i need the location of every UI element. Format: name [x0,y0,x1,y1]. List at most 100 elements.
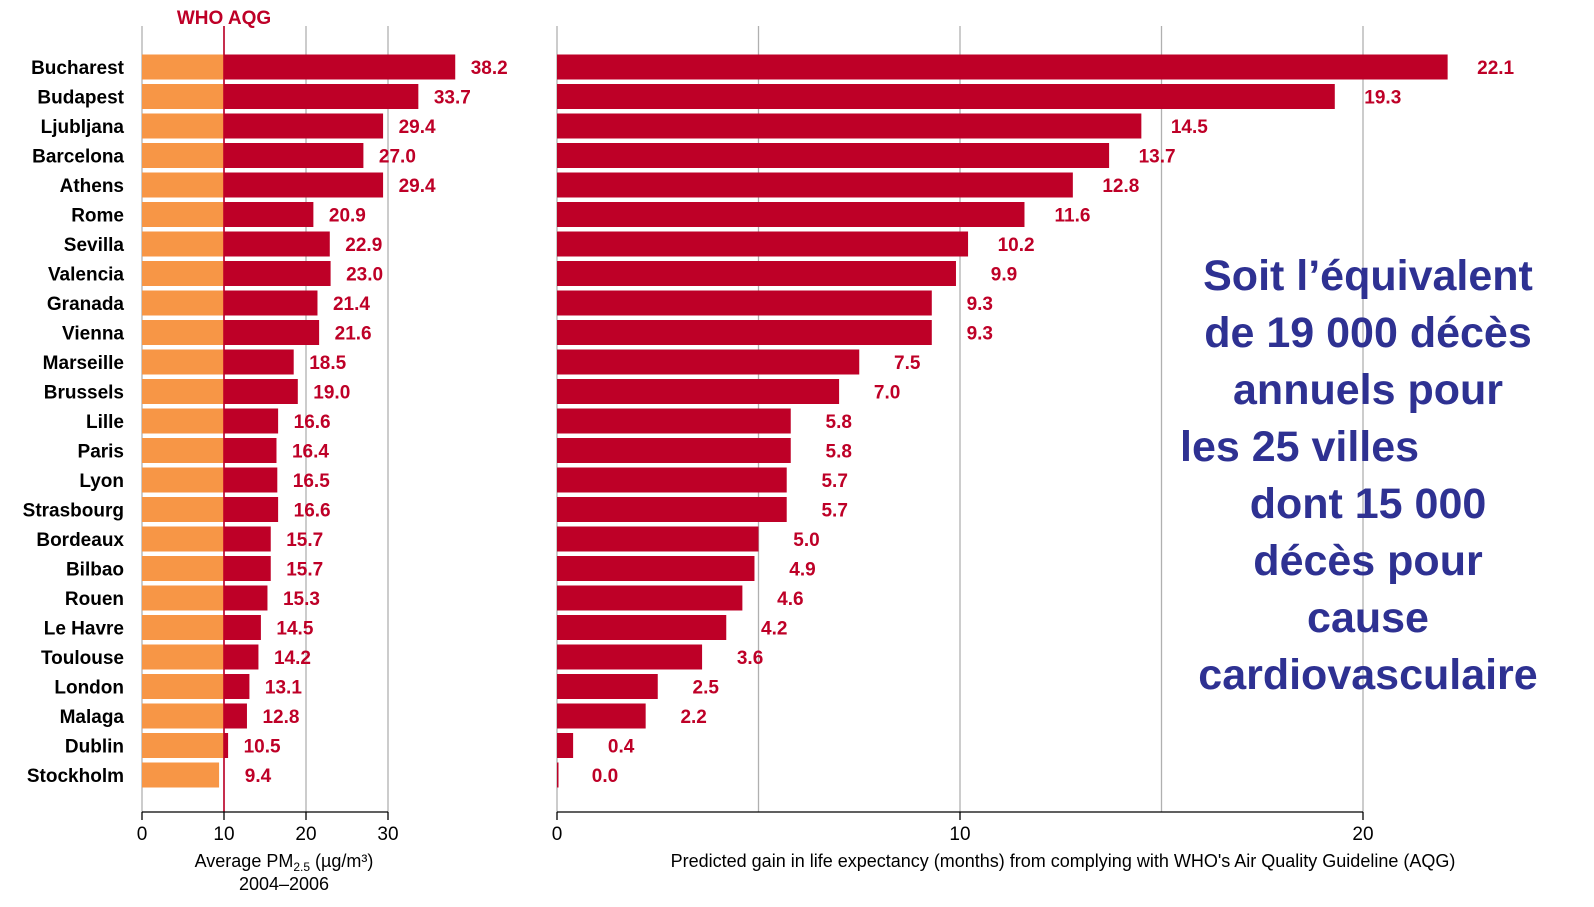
bar-pm25-below-guideline [142,349,224,375]
bar-pm25-below-guideline [142,261,224,286]
x-tick-label-right: 0 [552,824,563,845]
annotation-line: Soit l’équivalent [1203,252,1533,300]
pm25-value-label: 18.5 [309,353,346,374]
bar-pm25-above-guideline [224,497,279,522]
bar-pm25-below-guideline [142,290,224,316]
gain-value-label: 3.6 [737,648,763,669]
annotation-line: les 25 villes [1180,423,1420,471]
gain-value-label: 5.8 [826,442,852,463]
gain-value-label: 4.2 [761,619,787,640]
pm25-value-label: 20.9 [329,206,366,227]
bar-life-expectancy-gain [557,261,956,286]
pm25-value-label: 19.0 [313,383,350,404]
pm25-value-label: 21.6 [335,324,372,345]
city-label: Bilbao [66,560,124,581]
city-label: Lille [86,412,124,433]
pm25-value-label: 14.5 [276,619,313,640]
x-tick-label-left: 0 [137,824,148,845]
city-label: Strasbourg [23,501,124,522]
pm25-value-label: 10.5 [244,737,281,758]
bar-pm25-above-guideline [224,585,268,611]
annotation-line: cardiovasculaire [1198,651,1538,699]
city-label: Sevilla [64,235,125,256]
gain-value-label: 13.7 [1139,147,1176,168]
gain-value-label: 4.6 [777,589,803,610]
bar-pm25-above-guideline [224,615,261,640]
pm25-value-label: 33.7 [434,88,471,109]
bar-pm25-below-guideline [142,84,224,109]
bar-life-expectancy-gain [557,231,969,257]
pm25-value-label: 14.2 [274,648,311,669]
city-label: Barcelona [32,147,124,168]
x-axis-title-right: Predicted gain in life expectancy (month… [671,851,1456,871]
bar-life-expectancy-gain [557,762,559,788]
bar-life-expectancy-gain [557,54,1448,80]
pm25-value-label: 22.9 [345,235,382,256]
gain-value-label: 9.3 [967,294,993,315]
pm25-value-label: 21.4 [333,294,370,315]
gain-value-label: 9.9 [991,265,1017,286]
bar-pm25-below-guideline [142,202,224,227]
city-label: Toulouse [41,648,124,669]
bar-pm25-above-guideline [224,556,271,581]
city-label: Lyon [79,471,124,492]
bar-life-expectancy-gain [557,172,1073,198]
city-label: Vienna [62,324,124,345]
pm25-value-label: 12.8 [262,707,299,728]
bar-pm25-below-guideline [142,526,224,552]
x-tick-label-left: 30 [377,824,398,845]
bar-pm25-below-guideline [142,644,224,670]
bar-pm25-above-guideline [224,408,279,434]
bar-pm25-above-guideline [224,113,384,139]
who-aqg-label: WHO AQG [177,8,271,29]
x-axis-period-left: 2004–2006 [239,874,329,894]
gain-value-label: 5.7 [821,501,847,522]
bar-pm25-above-guideline [224,202,314,227]
city-label: Bucharest [31,58,125,79]
bar-pm25-below-guideline [142,674,224,699]
bar-life-expectancy-gain [557,320,932,345]
annotation-line: décès pour [1253,537,1483,585]
bar-life-expectancy-gain [557,526,759,552]
gain-value-label: 5.8 [826,412,852,433]
x-axis-title-left: Average PM2.5 (µg/m³) [195,851,374,874]
bar-pm25-above-guideline [224,172,384,198]
bar-pm25-below-guideline [142,172,224,198]
bar-pm25-below-guideline [142,408,224,434]
city-label: Rome [71,206,124,227]
bar-pm25-above-guideline [224,231,330,257]
gain-value-label: 9.3 [967,324,993,345]
bar-life-expectancy-gain [557,733,574,758]
bar-life-expectancy-gain [557,408,791,434]
pm25-value-label: 15.7 [286,530,323,551]
bar-pm25-below-guideline [142,54,224,80]
pm25-value-label: 16.5 [293,471,330,492]
bar-life-expectancy-gain [557,556,755,581]
gain-value-label: 7.5 [894,353,921,374]
city-label: Marseille [43,353,124,374]
bar-pm25-below-guideline [142,320,224,345]
pm25-value-label: 9.4 [245,766,272,787]
gain-value-label: 2.2 [680,707,706,728]
x-tick-label-right: 20 [1352,824,1373,845]
gain-value-label: 4.9 [789,560,815,581]
bar-pm25-above-guideline [224,290,318,316]
city-label: Valencia [48,265,124,286]
bar-pm25-above-guideline [224,54,456,80]
bar-pm25-above-guideline [224,320,320,345]
gain-value-label: 5.0 [793,530,819,551]
bar-pm25-above-guideline [224,703,247,729]
bar-pm25-below-guideline [142,733,224,758]
bar-life-expectancy-gain [557,84,1335,109]
annotation-line: dont 15 000 [1249,480,1487,528]
bar-pm25-above-guideline [224,261,331,286]
pm25-value-label: 29.4 [399,176,436,197]
bar-pm25-below-guideline [142,497,224,522]
gain-value-label: 10.2 [998,235,1035,256]
bar-pm25-below-guideline [142,467,224,493]
bar-pm25-below-guideline [142,113,224,139]
bar-pm25-below-guideline [142,231,224,257]
bar-pm25-above-guideline [224,644,259,670]
city-label: Bordeaux [36,530,124,551]
